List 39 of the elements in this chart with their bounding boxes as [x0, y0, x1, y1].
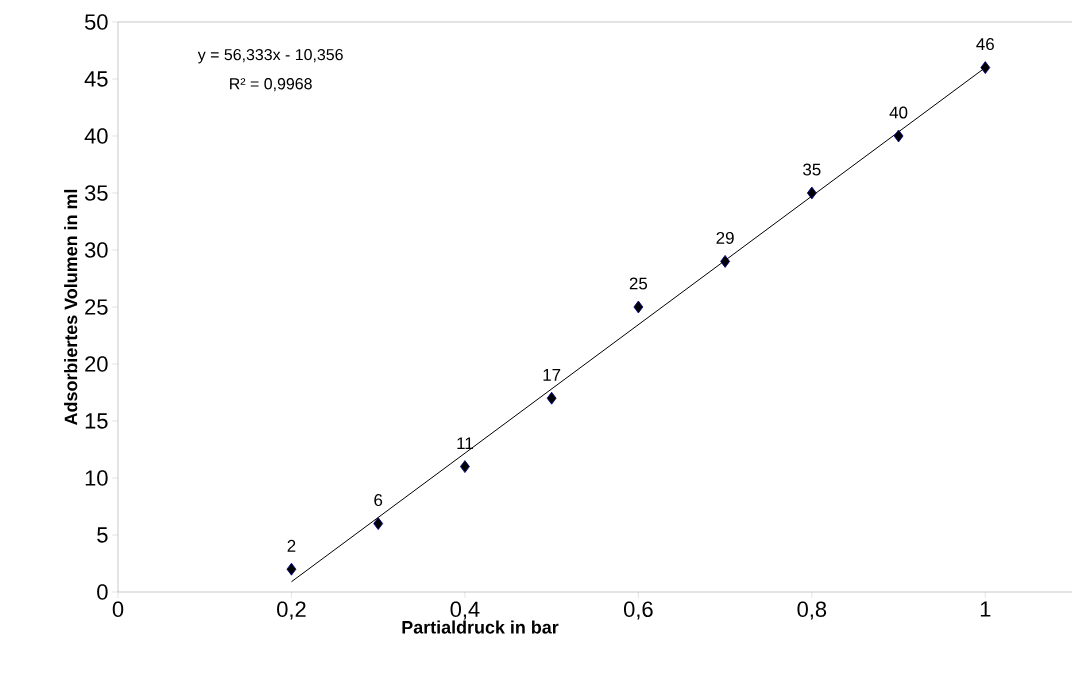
point — [893, 129, 904, 143]
annotation: y = 56,333x - 10,356 — [197, 48, 343, 64]
point — [286, 562, 297, 576]
x-tick-label: 0,6 — [624, 601, 653, 620]
y-tick-label: 20 — [85, 356, 108, 372]
point — [460, 460, 470, 473]
y-tick-label: 35 — [84, 185, 108, 201]
y-axis-title: Adsorbiertes Volumen in ml — [64, 189, 78, 425]
y-tick-label: 40 — [84, 128, 108, 144]
y-tick-label: 0 — [97, 584, 108, 600]
data-label: 25 — [629, 277, 648, 290]
y-tick-label: 30 — [84, 242, 108, 258]
data-label: 2 — [287, 539, 296, 552]
y-tick-label: 15 — [85, 413, 108, 429]
annotation: R² = 0,9968 — [230, 78, 312, 92]
data-label: 46 — [976, 38, 994, 51]
y-tick-label: 10 — [85, 470, 108, 486]
point — [546, 391, 557, 405]
point — [980, 61, 991, 74]
data-label: 29 — [716, 231, 734, 244]
x-tick-label: 1 — [980, 601, 991, 617]
y-tick-label: 5 — [97, 527, 108, 543]
data-label: 11 — [457, 437, 473, 450]
point — [373, 517, 384, 530]
y-tick-label: 45 — [84, 71, 108, 87]
point — [720, 254, 730, 268]
point — [633, 300, 644, 314]
point — [806, 186, 817, 200]
data-label: 40 — [889, 106, 908, 119]
x-tick-label: 0,4 — [450, 601, 480, 620]
data-label: 35 — [803, 163, 821, 176]
x-axis-title: Partialdruck in bar — [402, 620, 559, 634]
data-label: 6 — [374, 494, 383, 507]
data-label: 17 — [543, 369, 561, 381]
x-tick-label: 0,8 — [797, 601, 827, 620]
x-tick-label: 0,2 — [277, 601, 306, 620]
x-tick-label: 0 — [112, 601, 124, 618]
y-tick-label: 50 — [84, 14, 108, 30]
y-tick-label: 25 — [85, 299, 108, 315]
